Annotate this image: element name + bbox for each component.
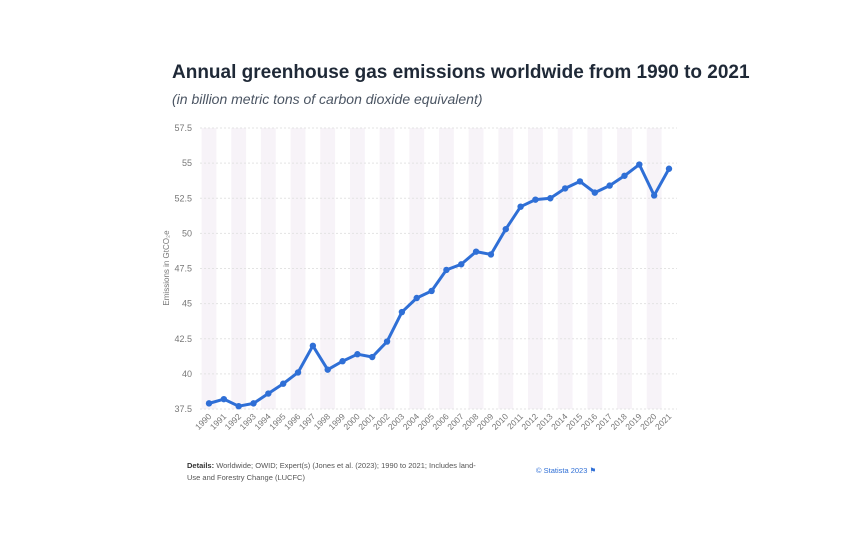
data-point bbox=[606, 182, 613, 189]
background-band bbox=[587, 128, 603, 409]
flag-icon: ⚑ bbox=[589, 466, 597, 475]
data-point bbox=[517, 203, 524, 210]
data-point bbox=[354, 351, 361, 358]
details-label: Details: bbox=[187, 461, 215, 470]
y-tick-label: 50 bbox=[182, 228, 192, 238]
y-axis-ticks: 37.5 40 42.5 45 47.5 50 52.5 55 57.5 bbox=[174, 123, 192, 414]
data-point bbox=[265, 390, 272, 397]
statista-credit[interactable]: © Statista 2023 ⚑ bbox=[536, 466, 596, 475]
data-point bbox=[413, 294, 420, 302]
data-point bbox=[205, 400, 213, 407]
y-tick-label: 47.5 bbox=[174, 264, 192, 274]
data-point bbox=[339, 358, 346, 365]
grid-lines bbox=[200, 127, 677, 410]
background-band bbox=[231, 128, 247, 409]
credit-text: © Statista 2023 bbox=[536, 466, 588, 475]
data-point bbox=[443, 266, 450, 274]
chart-details: Details: Worldwide; OWID; Expert(s) (Jon… bbox=[187, 460, 487, 484]
data-point bbox=[279, 380, 287, 387]
series-line bbox=[205, 161, 673, 410]
details-text: Worldwide; OWID; Expert(s) (Jones et al.… bbox=[187, 461, 476, 482]
data-point bbox=[665, 165, 673, 172]
chart-title: Annual greenhouse gas emissions worldwid… bbox=[172, 62, 750, 83]
y-tick-label: 57.5 bbox=[174, 123, 192, 133]
data-point bbox=[621, 172, 628, 179]
data-point bbox=[502, 225, 509, 233]
y-tick-label: 52.5 bbox=[174, 193, 192, 203]
data-point bbox=[428, 287, 435, 295]
data-point bbox=[383, 338, 391, 345]
data-point bbox=[487, 251, 495, 258]
data-point bbox=[324, 366, 331, 373]
data-point bbox=[235, 402, 242, 410]
data-point bbox=[547, 195, 554, 202]
data-point bbox=[220, 395, 228, 403]
background-band bbox=[379, 128, 395, 409]
data-point bbox=[650, 192, 658, 199]
data-point bbox=[369, 353, 376, 361]
data-point bbox=[636, 161, 643, 168]
y-axis-label: Emissions in GtCO₂e bbox=[162, 230, 171, 306]
x-axis-ticks: 1990199119921993199419951996199719981999… bbox=[193, 411, 674, 432]
y-tick-label: 42.5 bbox=[174, 334, 192, 344]
chart-subtitle: (in billion metric tons of carbon dioxid… bbox=[172, 91, 483, 107]
data-point bbox=[576, 178, 584, 185]
data-point bbox=[561, 185, 569, 192]
data-point bbox=[250, 400, 257, 407]
data-point bbox=[309, 342, 317, 349]
data-point bbox=[532, 196, 539, 203]
data-point bbox=[472, 248, 480, 255]
y-tick-label: 45 bbox=[182, 299, 192, 309]
data-point bbox=[591, 189, 599, 196]
y-tick-label: 37.5 bbox=[174, 404, 192, 414]
x-tick-label: 2021 bbox=[653, 411, 674, 432]
y-tick-label: 40 bbox=[182, 369, 192, 379]
data-point bbox=[398, 308, 406, 316]
data-point bbox=[458, 261, 465, 268]
y-tick-label: 55 bbox=[182, 158, 192, 168]
data-point bbox=[294, 369, 302, 376]
